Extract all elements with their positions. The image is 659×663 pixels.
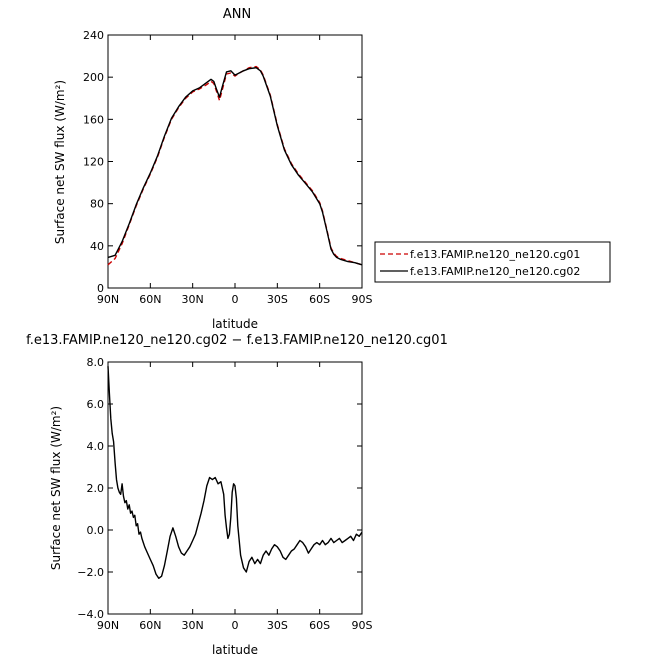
top-x-tick-label-1: 60N: [139, 293, 161, 306]
bottom-y-tick-label-2: 0.0: [87, 524, 105, 537]
bottom-x-tick-label-6: 90S: [352, 619, 373, 632]
bottom-x-axis-label: latitude: [212, 643, 258, 657]
legend: f.e13.FAMIP.ne120_ne120.cg01 f.e13.FAMIP…: [374, 241, 611, 283]
bottom-x-tick-label-3: 0: [232, 619, 239, 632]
top-series-line-1: [107, 66, 363, 266]
bottom-y-tick-label-1: −2.0: [77, 566, 104, 579]
bottom-series-group: [107, 366, 363, 579]
bottom-y-tick-label-3: 2.0: [87, 482, 105, 495]
bottom-panel: f.e13.FAMIP.ne120_ne120.cg02 − f.e13.FAM…: [26, 333, 448, 657]
top-x-axis: 90N 60N 30N 0 30S 60S 90S: [97, 35, 373, 306]
top-x-axis-label: latitude: [212, 317, 258, 331]
top-y-tick-label-0: 0: [97, 282, 104, 295]
bottom-x-axis: 90N 60N 30N 0 30S 60S 90S: [97, 362, 373, 632]
top-y-axis: 0 40 80 120 160 200 240: [83, 29, 362, 295]
top-panel: ANN 90N 60N 30N 0 30S 60S 90S 0 40 80 120 160 200 24…: [53, 7, 611, 331]
bottom-y-tick-label-4: 4.0: [87, 440, 105, 453]
bottom-x-tick-label-4: 30S: [267, 619, 288, 632]
bottom-x-tick-label-0: 90N: [97, 619, 119, 632]
legend-label-cg02: f.e13.FAMIP.ne120_ne120.cg02: [410, 265, 580, 278]
bottom-series-line-0: [107, 366, 363, 579]
legend-box: [374, 241, 611, 283]
top-y-tick-label-6: 240: [83, 29, 104, 42]
top-plot-frame: [107, 34, 363, 289]
top-y-axis-label: Surface net SW flux (W/m²): [53, 80, 67, 244]
top-y-tick-label-1: 40: [90, 240, 104, 253]
bottom-y-tick-label-6: 8.0: [87, 356, 105, 369]
bottom-y-tick-label-0: −4.0: [77, 608, 104, 621]
bottom-chart-title: f.e13.FAMIP.ne120_ne120.cg02 − f.e13.FAM…: [26, 333, 448, 348]
top-x-tick-label-5: 60S: [309, 293, 330, 306]
top-y-tick-label-4: 160: [83, 113, 104, 126]
top-chart-title: ANN: [223, 7, 251, 22]
top-series-line-0: [107, 65, 363, 266]
top-y-tick-label-3: 120: [83, 156, 104, 169]
top-x-tick-label-0: 90N: [97, 293, 119, 306]
legend-label-cg01: f.e13.FAMIP.ne120_ne120.cg01: [410, 248, 580, 261]
top-x-tick-label-2: 30N: [182, 293, 204, 306]
top-y-tick-label-2: 80: [90, 198, 104, 211]
bottom-y-tick-label-5: 6.0: [87, 398, 105, 411]
bottom-x-tick-label-1: 60N: [139, 619, 161, 632]
top-x-tick-label-3: 0: [232, 293, 239, 306]
top-series-group: [107, 65, 363, 266]
bottom-y-axis-label: Surface net SW flux (W/m²): [49, 406, 63, 570]
top-x-tick-label-6: 90S: [352, 293, 373, 306]
bottom-y-axis: −4.0 −2.0 0.0 2.0 4.0 6.0 8.0: [77, 356, 362, 621]
bottom-x-tick-label-5: 60S: [309, 619, 330, 632]
top-y-tick-label-5: 200: [83, 71, 104, 84]
top-x-tick-label-4: 30S: [267, 293, 288, 306]
bottom-x-tick-label-2: 30N: [182, 619, 204, 632]
